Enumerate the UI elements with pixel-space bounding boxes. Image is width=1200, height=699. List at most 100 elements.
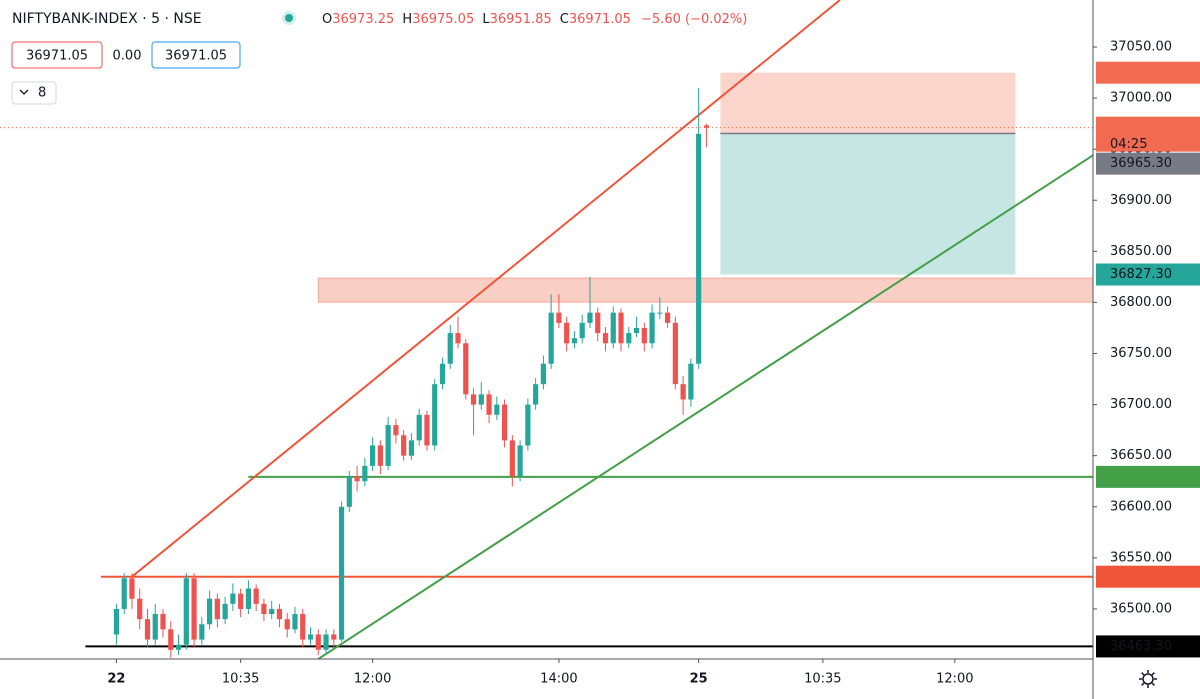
symbol-title: NIFTYBANK-INDEX · 5 · NSE <box>12 11 202 27</box>
candle-body <box>269 608 275 615</box>
candle-body <box>633 327 640 334</box>
candle-body <box>191 578 197 640</box>
candle-body <box>610 312 616 344</box>
candle-body <box>261 603 267 615</box>
candle-body <box>393 425 399 436</box>
candle-body <box>587 312 593 323</box>
stop-zone <box>720 72 1016 134</box>
candle-body <box>183 578 189 645</box>
price-tag: 04:25 <box>1096 116 1200 152</box>
open-value: 36973.25 <box>332 12 394 27</box>
price-tag-label: 36463.30 <box>1110 639 1172 654</box>
candle-body <box>470 394 477 405</box>
candle-body <box>533 384 539 405</box>
price-tag <box>1096 61 1200 84</box>
candle-body <box>447 333 453 364</box>
candle-body <box>595 312 601 334</box>
candle-body <box>408 440 415 456</box>
candle-body <box>307 634 314 640</box>
ohlc-label: C <box>560 12 569 27</box>
y-tick-label: 37050.00 <box>1110 39 1172 54</box>
x-tick-label: 10:35 <box>222 672 259 687</box>
price-tag-bg <box>1096 465 1200 488</box>
candle-body <box>455 333 461 344</box>
status-dot <box>285 14 293 22</box>
candle-body <box>199 624 205 640</box>
legend-header: NIFTYBANK-INDEX · 5 · NSE O36973.25 H369… <box>4 4 794 105</box>
spread: 0.00 <box>113 49 142 64</box>
candle-body <box>696 133 702 364</box>
candle-body <box>168 629 174 650</box>
candle-body <box>385 425 391 466</box>
x-tick-label: 14:00 <box>540 672 577 687</box>
high-value: 36975.05 <box>412 12 474 27</box>
chevron <box>19 89 29 95</box>
y-tick-label: 36550.00 <box>1110 550 1172 565</box>
sell-price: 36971.05 <box>26 49 88 64</box>
candle-body <box>113 608 120 635</box>
candle-body <box>688 363 694 400</box>
ohlc-label: H <box>402 12 412 27</box>
candle-body <box>641 327 647 344</box>
price-tag: 36827.30 <box>1096 263 1200 286</box>
sell-button[interactable] <box>11 41 103 69</box>
candle-body <box>657 312 663 314</box>
candle-body <box>548 312 554 364</box>
candle-body <box>370 445 376 466</box>
candle-body <box>517 445 523 477</box>
candle-body <box>525 404 531 446</box>
settings-icon[interactable] <box>1139 670 1157 688</box>
ohlc-label: O <box>322 12 332 27</box>
candle-body <box>121 578 127 609</box>
candle-body <box>618 312 624 344</box>
candle-body <box>424 414 430 446</box>
candle-body <box>245 588 252 609</box>
buy-price: 36971.05 <box>165 49 227 64</box>
candle-body <box>463 343 469 395</box>
price-tag-bg <box>1096 565 1200 588</box>
price-tag-bg <box>1096 61 1200 84</box>
price-tag-bg <box>1096 116 1200 152</box>
indicators-toggle[interactable] <box>11 81 57 105</box>
price-tag-bg <box>1096 152 1200 175</box>
candle-body <box>323 634 329 650</box>
candle-body <box>253 588 259 604</box>
trendline <box>131 0 841 578</box>
candle-body <box>377 445 383 466</box>
y-tick-label: 36650.00 <box>1110 448 1172 463</box>
candle-body <box>432 384 438 446</box>
candle-body <box>439 363 446 385</box>
y-tick-label: 36600.00 <box>1110 499 1172 514</box>
candle-body <box>579 322 585 339</box>
candle-body <box>649 312 655 344</box>
target-zone <box>720 133 1016 275</box>
y-tick-label: 36900.00 <box>1110 193 1172 208</box>
buy-button[interactable] <box>151 41 241 69</box>
x-tick-label: 12:00 <box>354 672 391 687</box>
candle-body <box>571 338 578 344</box>
plot-area <box>0 0 1093 659</box>
candle-body <box>626 333 632 344</box>
candle-body <box>331 634 337 640</box>
time-axis-panel <box>0 659 1093 699</box>
trendline <box>317 154 1093 659</box>
candle-body <box>230 593 236 604</box>
x-tick-label: 22 <box>107 672 125 687</box>
candle-body <box>494 404 500 415</box>
candle-body <box>315 634 321 650</box>
ohlc-label: L <box>482 12 490 27</box>
candle-body <box>222 603 228 620</box>
candle-body <box>238 593 244 609</box>
candle-body <box>175 644 182 650</box>
low-value: 36951.85 <box>490 12 552 27</box>
candle-body <box>137 598 143 620</box>
price-tag-bg <box>1096 263 1200 286</box>
y-tick-label: 36850.00 <box>1110 244 1172 259</box>
y-tick-label: 37000.00 <box>1110 91 1172 106</box>
candle-body <box>602 333 609 344</box>
price-tag: 36463.30 <box>1096 635 1200 658</box>
price-tag-label: 36965.30 <box>1110 156 1172 171</box>
